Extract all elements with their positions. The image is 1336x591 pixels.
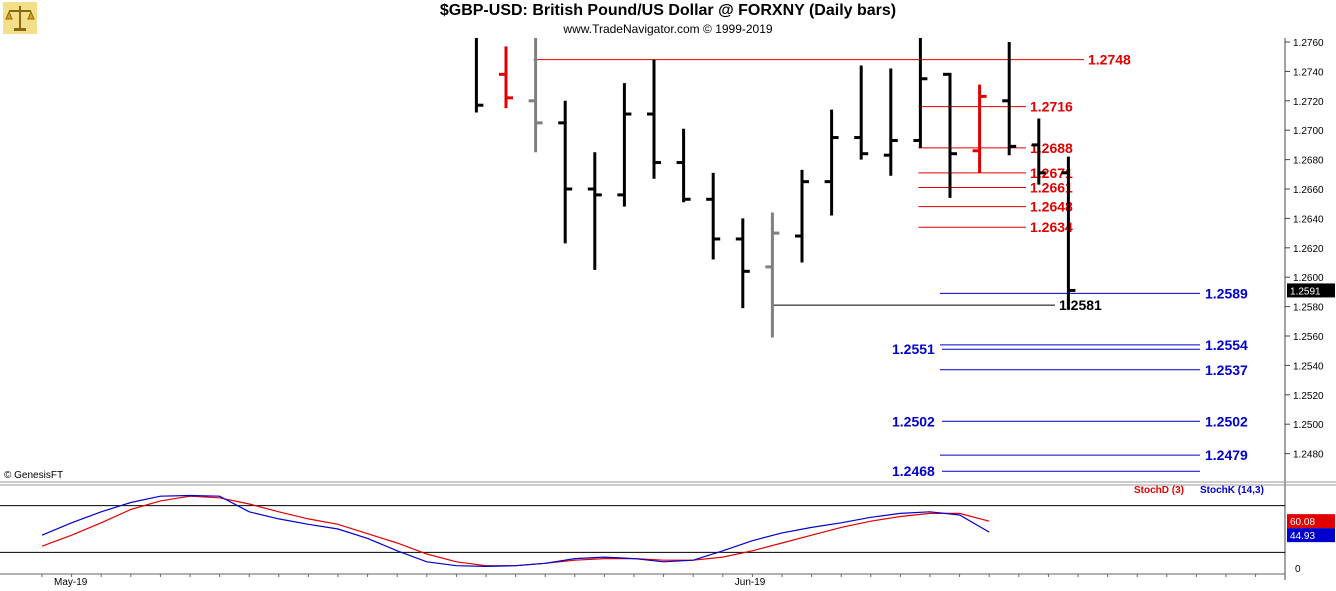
y-tick-label: 1.2480 <box>1293 450 1324 461</box>
stoch-k-line <box>41 494 990 568</box>
ohlc-bar <box>1061 156 1076 310</box>
legend-stoch-d: StochD (3) <box>1134 485 1184 496</box>
stoch-d-value-tag <box>1287 514 1335 529</box>
ohlc-bar <box>913 38 928 148</box>
y-tick-label: 1.2660 <box>1293 185 1324 196</box>
y-tick-label: 1.2700 <box>1293 126 1324 137</box>
ohlc-bar <box>469 25 484 113</box>
ohlc-bar <box>795 169 809 263</box>
support-label-left: 1.2551 <box>892 341 935 357</box>
ohlc-bar <box>1031 118 1046 185</box>
y-tick-label: 1.2640 <box>1293 214 1324 225</box>
ohlc-bar <box>735 218 750 309</box>
y-tick-label: 1.2560 <box>1293 332 1324 343</box>
y-tick-label: 1.2580 <box>1293 303 1324 314</box>
x-tick-label: May-19 <box>54 577 88 588</box>
plot-frame: © GenesisFT <box>0 38 1336 580</box>
y-tick-label: 1.2500 <box>1293 420 1324 431</box>
last-price-tag <box>1287 283 1335 298</box>
ohlc-bar <box>587 152 602 270</box>
support-label-right: 1.2537 <box>1205 362 1248 378</box>
ohlc-bars <box>469 25 1076 338</box>
y-tick-label: 1.2540 <box>1293 361 1324 372</box>
chart-subtitle: www.TradeNavigator.com © 1999-2019 <box>563 22 773 36</box>
x-tick-label: Jun-19 <box>735 577 766 588</box>
ohlc-bar <box>1002 42 1017 156</box>
legend-stoch-k: StochK (14,3) <box>1200 485 1264 496</box>
ohlc-bar <box>528 38 543 153</box>
ohlc-bar <box>824 109 839 216</box>
stoch-d-line <box>41 495 990 567</box>
support-label-right: 1.2479 <box>1205 447 1248 463</box>
stoch-k-value: 44.93 <box>1290 531 1315 542</box>
scales-logo-icon <box>3 2 37 34</box>
axis-background <box>1285 38 1336 580</box>
support-label-right: 1.2502 <box>1205 413 1248 429</box>
ohlc-bar <box>972 84 987 173</box>
y-tick-label: 1.2680 <box>1293 156 1324 167</box>
support-label-left: 1.2468 <box>892 463 935 479</box>
ohlc-bar <box>617 83 632 207</box>
stoch-zero-label: 0 <box>1295 564 1301 575</box>
support-label-right: 1.2554 <box>1205 337 1248 353</box>
stochastic-panel: StochD (3) StochK (14,3) 60.08 44.93 0 <box>0 485 1335 575</box>
resistance-label: 1.2688 <box>1030 140 1073 156</box>
ohlc-bar <box>943 72 957 198</box>
resistance-label: 1.2648 <box>1030 199 1073 215</box>
y-axis: 1.2760 1.2740 1.2720 1.2700 1.2680 1.2660 1.26… <box>1285 38 1335 461</box>
resistance-label: 1.2671 <box>1030 165 1073 181</box>
ohlc-bar <box>676 128 691 203</box>
ohlc-bar <box>854 65 869 160</box>
ohlc-bar <box>765 212 780 338</box>
y-tick-label: 1.2760 <box>1293 38 1324 49</box>
low-label: 1.2581 <box>1059 297 1102 313</box>
ohlc-bar <box>883 68 898 176</box>
support-label-right: 1.2589 <box>1205 285 1248 301</box>
ohlc-bar <box>706 172 721 260</box>
resistance-label: 1.2716 <box>1030 99 1073 115</box>
stoch-k-value-tag <box>1287 528 1335 543</box>
ohlc-bar <box>499 46 513 109</box>
y-tick-label: 1.2720 <box>1293 97 1324 108</box>
stoch-d-value: 60.08 <box>1290 517 1315 528</box>
last-price-label: 1.2591 <box>1290 286 1321 297</box>
copyright-text: © GenesisFT <box>4 470 63 481</box>
y-tick-label: 1.2600 <box>1293 273 1324 284</box>
resistance-label: 1.2661 <box>1030 180 1073 196</box>
y-tick-label: 1.2520 <box>1293 391 1324 402</box>
ohlc-bar <box>558 100 573 244</box>
y-tick-label: 1.2740 <box>1293 67 1324 78</box>
chart-header: $GBP-USD: British Pound/US Dollar @ FORX… <box>0 0 1336 38</box>
x-axis: May-19 Jun-19 <box>0 573 1285 588</box>
resistance-label: 1.2748 <box>1088 52 1131 68</box>
resistance-label: 1.2634 <box>1030 219 1073 235</box>
chart-title: $GBP-USD: British Pound/US Dollar @ FORX… <box>439 2 897 19</box>
ohlc-bar <box>647 59 661 179</box>
support-label-left: 1.2502 <box>892 413 935 429</box>
y-tick-label: 1.2620 <box>1293 244 1324 255</box>
